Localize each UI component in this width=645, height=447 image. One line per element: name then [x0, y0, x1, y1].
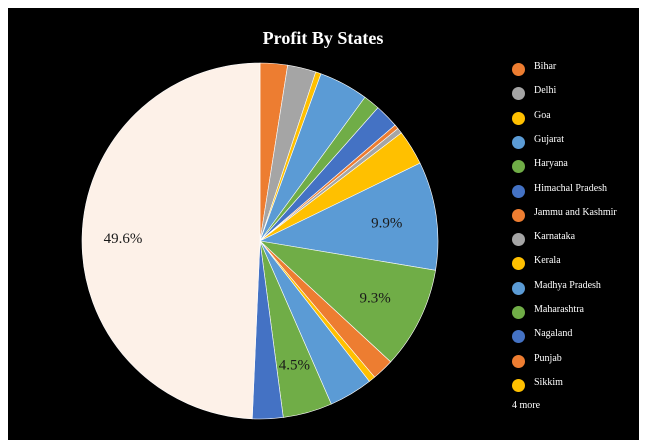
legend-item-karnataka[interactable]: Karnataka	[512, 230, 637, 250]
legend-item-kerala[interactable]: Kerala	[512, 254, 637, 274]
legend-label: Jammu and Kashmir	[534, 206, 617, 218]
legend-swatch	[512, 306, 525, 319]
legend-label: Goa	[534, 109, 551, 121]
legend-label: Delhi	[534, 85, 557, 97]
pie-chart: 9.9% 9.3% 4.5% 49.6%	[81, 62, 439, 420]
legend-swatch	[512, 233, 525, 247]
legend-item-himachal-pradesh[interactable]: Himachal Pradesh	[512, 182, 637, 202]
legend-item-delhi[interactable]: Delhi	[512, 84, 637, 104]
legend-swatch	[512, 160, 525, 174]
legend-label: Nagaland	[534, 328, 573, 340]
legend-swatch	[512, 281, 525, 295]
legend-swatch	[512, 257, 525, 271]
pie-slice-unlabeled-17[interactable]	[81, 62, 261, 420]
legend-swatch	[512, 87, 525, 101]
legend-swatch	[512, 111, 525, 125]
legend-item-jammu-and-kashmir[interactable]: Jammu and Kashmir	[512, 206, 637, 226]
chart-title: Profit By States	[262, 28, 384, 48]
legend-label: Himachal Pradesh	[534, 182, 608, 194]
legend-label: Haryana	[534, 158, 568, 170]
legend-more-text[interactable]: 4 more	[512, 400, 541, 411]
legend-label: Kerala	[534, 255, 561, 267]
slice-data-label: 9.9%	[371, 216, 402, 232]
legend-swatch	[512, 208, 525, 222]
legend-label: Maharashtra	[534, 304, 584, 315]
legend-item-gujarat[interactable]: Gujarat	[512, 133, 637, 153]
legend-swatch	[512, 184, 525, 198]
legend-label: Punjab	[534, 352, 562, 364]
slice-data-label: 4.5%	[279, 358, 310, 374]
legend-item-bihar[interactable]: Bihar	[512, 60, 637, 80]
legend-label: Madhya Pradesh	[534, 279, 601, 291]
legend-label: Gujarat	[534, 133, 564, 145]
legend-item-nagaland[interactable]: Nagaland	[512, 327, 637, 347]
legend-item-goa[interactable]: Goa	[512, 109, 637, 129]
legend-swatch	[512, 378, 525, 392]
pie-slice-madhya-pradesh[interactable]	[259, 162, 439, 271]
legend-swatch	[512, 63, 525, 76]
legend-item-haryana[interactable]: Haryana	[512, 157, 637, 177]
slice-data-label: 49.6%	[104, 231, 143, 247]
legend-label: Sikkim	[534, 376, 563, 388]
legend-swatch	[512, 354, 525, 368]
chart-area: Profit By States 9.9% 9.3% 4.5% 49.6% 4 mor…	[8, 8, 639, 440]
legend-label: Karnataka	[534, 231, 576, 243]
legend-swatch	[512, 135, 525, 149]
slice-data-label: 9.3%	[359, 290, 390, 306]
legend-label: Bihar	[534, 61, 557, 72]
legend-item-maharashtra[interactable]: Maharashtra	[512, 303, 637, 323]
legend-item-sikkim[interactable]: Sikkim	[512, 376, 637, 396]
legend-item-madhya-pradesh[interactable]: Madhya Pradesh	[512, 279, 637, 299]
pie-slice-maharashtra[interactable]	[259, 240, 436, 363]
legend-swatch	[512, 330, 525, 344]
legend-item-punjab[interactable]: Punjab	[512, 352, 637, 372]
